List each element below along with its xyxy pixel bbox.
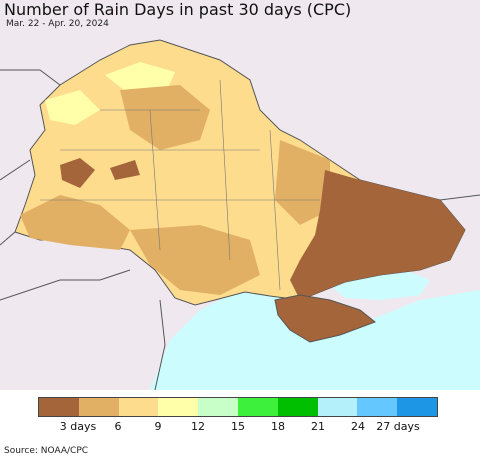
tan-area-central	[120, 85, 210, 150]
legend-label: 15	[231, 420, 245, 433]
dark-area-west	[60, 158, 95, 188]
legend-label: 18	[271, 420, 285, 433]
dark-area-west-2	[110, 160, 140, 180]
dark-area-east	[290, 170, 465, 300]
dark-area-crimea	[274, 294, 377, 343]
light-area-west	[45, 90, 100, 125]
rain-days-map	[0, 0, 480, 390]
tan-area-south	[130, 225, 260, 295]
legend-swatch	[198, 398, 238, 416]
legend-labels: 3 days 6 9 12 15 18 21 24 27 days	[0, 420, 480, 436]
legend-swatch	[237, 398, 278, 416]
oblast-lines	[40, 79, 320, 291]
source-credit: Source: NOAA/CPC	[4, 446, 89, 456]
tan-area-southwest	[20, 195, 130, 250]
legend-swatch	[397, 398, 437, 416]
legend-label: 21	[311, 420, 325, 433]
legend-swatch	[78, 398, 119, 416]
legend-swatch	[39, 398, 79, 416]
legend-label: 6	[114, 420, 122, 433]
legend-swatch	[118, 398, 159, 416]
tan-area-east	[275, 140, 330, 225]
legend-swatch	[277, 398, 318, 416]
legend-label: 9	[154, 420, 162, 433]
legend-swatch	[357, 398, 398, 416]
legend-bar	[38, 397, 438, 417]
legend-swatch	[317, 398, 358, 416]
legend-swatch	[158, 398, 199, 416]
light-area-north	[105, 62, 175, 95]
legend-label: 12	[191, 420, 205, 433]
country-border-lines	[0, 69, 480, 390]
legend-label: 24	[351, 420, 365, 433]
legend-label: 27 days	[376, 420, 420, 433]
map-subtitle: Mar. 22 - Apr. 20, 2024	[6, 19, 109, 29]
legend-label: 3 days	[59, 420, 97, 433]
map-title: Number of Rain Days in past 30 days (CPC…	[4, 0, 352, 19]
